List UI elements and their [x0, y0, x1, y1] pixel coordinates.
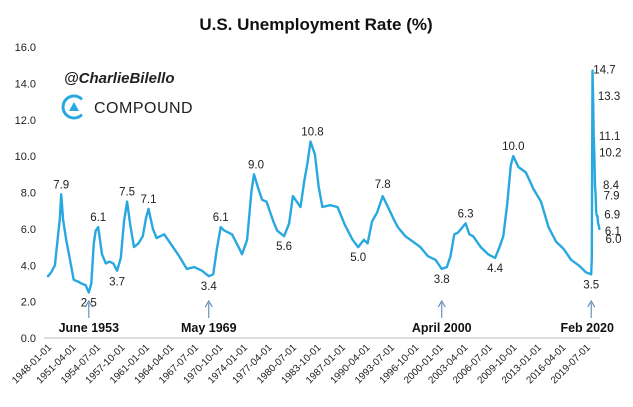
- y-tick-label: 8.0: [21, 188, 36, 200]
- annotation-arrowhead: [84, 299, 93, 308]
- annotation-label: May 1969: [181, 321, 237, 335]
- value-label: 3.4: [201, 281, 218, 293]
- value-label: 7.8: [375, 179, 391, 191]
- value-label: 3.7: [109, 277, 125, 289]
- value-label: 7.9: [53, 179, 69, 191]
- value-label: 10.2: [599, 148, 621, 160]
- annotations: June 1953 May 1969 April 2000 Feb 2020: [59, 299, 614, 335]
- compound-logo-icon: [61, 94, 83, 120]
- company-name: COMPOUND: [94, 100, 193, 117]
- value-label: 6.9: [604, 210, 620, 222]
- value-label: 13.3: [598, 91, 620, 103]
- x-axis: 1948-01-011951-04-011954-07-011957-10-01…: [10, 337, 600, 386]
- annotation-label: Feb 2020: [560, 321, 614, 335]
- value-label: 6.3: [458, 208, 474, 220]
- y-tick-label: 10.0: [15, 151, 36, 163]
- value-label: 8.4: [603, 180, 620, 192]
- unemployment-rate-line: [46, 69, 601, 294]
- value-label: 6.1: [90, 212, 106, 224]
- value-label: 5.0: [350, 252, 366, 264]
- y-tick-label: 4.0: [21, 260, 36, 272]
- value-label: 14.7: [593, 65, 615, 77]
- value-label: 9.0: [248, 159, 264, 171]
- chart-title: U.S. Unemployment Rate (%): [199, 15, 432, 34]
- annotation-label: April 2000: [412, 321, 472, 335]
- value-label: 7.5: [119, 187, 135, 199]
- y-tick-label: 2.0: [21, 297, 36, 309]
- value-label: 7.1: [141, 194, 157, 206]
- y-tick-label: 14.0: [15, 78, 36, 90]
- value-label: 5.6: [276, 241, 292, 253]
- annotation-arrowhead: [437, 299, 446, 308]
- y-tick-label: 6.0: [21, 224, 36, 236]
- annotation-label: June 1953: [59, 321, 120, 335]
- twitter-handle: @CharlieBilello: [64, 70, 175, 87]
- branding: @CharlieBilello COMPOUND: [61, 70, 193, 120]
- y-axis: 0.0 2.0 4.0 6.0 8.0 10.0 12.0 14.0 16.0: [15, 42, 36, 345]
- y-tick-label: 0.0: [21, 333, 36, 345]
- y-tick-label: 16.0: [15, 42, 36, 54]
- value-labels: 7.92.56.13.77.57.13.46.19.05.610.85.07.8…: [53, 65, 621, 310]
- value-label: 6.0: [606, 234, 622, 246]
- y-tick-label: 12.0: [15, 115, 36, 127]
- value-label: 3.5: [583, 279, 599, 291]
- value-label: 6.1: [605, 226, 621, 238]
- value-label: 3.8: [434, 274, 450, 286]
- value-label: 11.1: [599, 131, 621, 143]
- value-label: 10.0: [502, 141, 524, 153]
- value-label: 10.8: [301, 127, 323, 139]
- value-label: 7.9: [604, 190, 620, 202]
- annotation-arrowhead: [587, 299, 596, 308]
- value-label: 4.4: [487, 263, 504, 275]
- annotation-arrowhead: [204, 299, 213, 308]
- value-label: 6.1: [213, 212, 229, 224]
